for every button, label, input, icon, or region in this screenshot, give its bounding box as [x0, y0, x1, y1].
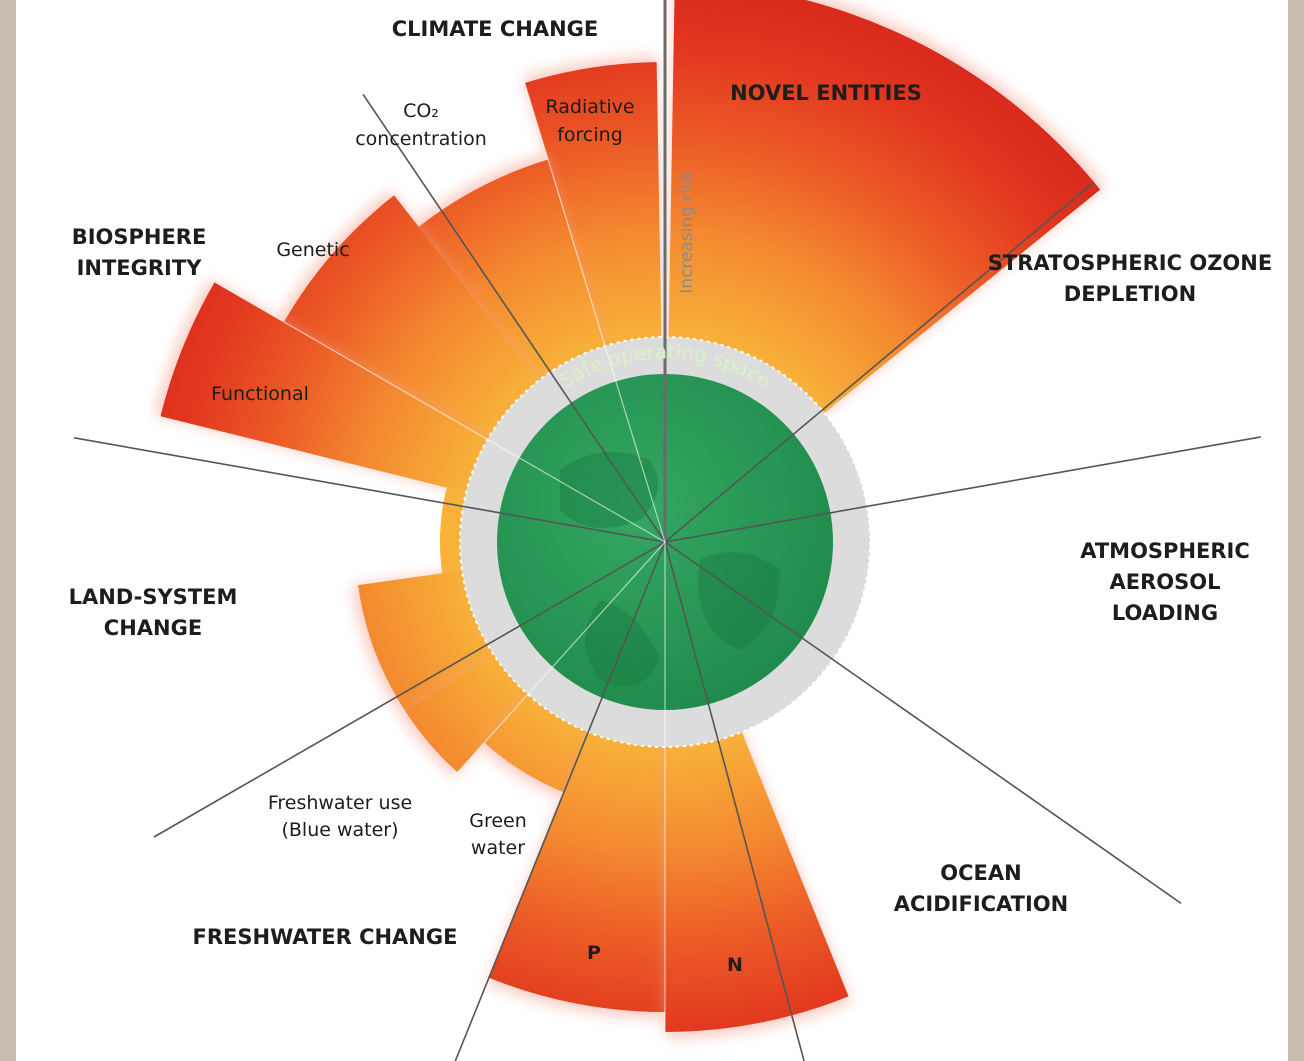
label-climate-change: CLIMATE CHANGE — [392, 17, 599, 41]
label-blue-water-2: (Blue water) — [281, 819, 398, 841]
divider-line-5 — [664, 541, 1182, 905]
label-land-system-1: LAND-SYSTEM — [69, 585, 238, 609]
sub-divider-0 — [500, 6, 666, 543]
divider-line-3 — [454, 541, 666, 1061]
globe-continents — [560, 452, 780, 687]
label-radiative-1: Radiative — [545, 96, 634, 118]
label-aerosol-2: AEROSOL — [1110, 570, 1221, 594]
divider-line-0 — [362, 93, 666, 543]
label-co2-2: concentration — [355, 128, 487, 150]
sub-divider-1 — [179, 261, 666, 543]
label-blue-water-1: Freshwater use — [268, 792, 412, 814]
label-stratospheric-ozone-2: DEPLETION — [1064, 282, 1196, 306]
label-green-water-2: water — [471, 837, 525, 859]
label-radiative-2: forcing — [557, 124, 623, 146]
label-freshwater-change: FRESHWATER CHANGE — [193, 925, 458, 949]
label-nitrogen: N — [727, 954, 743, 976]
label-green-water-1: Green — [469, 810, 527, 832]
divider-line-7 — [664, 181, 1095, 543]
divider-line-1 — [73, 437, 666, 543]
label-stratospheric-ozone-1: STRATOSPHERIC OZONE — [988, 251, 1272, 275]
label-aerosol-1: ATMOSPHERIC — [1080, 539, 1250, 563]
sub-divider-2 — [289, 541, 666, 959]
divider-line-6 — [664, 436, 1261, 543]
label-co2-1: CO₂ — [403, 100, 439, 122]
sector-dividers — [73, 0, 1261, 1061]
label-biosphere-1: BIOSPHERE — [72, 225, 207, 249]
label-biosphere-2: INTEGRITY — [77, 256, 203, 280]
label-functional: Functional — [211, 383, 309, 405]
safe-boundary-dashes — [459, 336, 871, 748]
label-aerosol-3: LOADING — [1112, 601, 1218, 625]
divider-line-2 — [153, 541, 666, 838]
label-ocean-1: OCEAN — [940, 861, 1021, 885]
label-genetic: Genetic — [276, 239, 349, 261]
divider-line-4 — [664, 541, 805, 1061]
increasing-risk-label: Increasing risk — [677, 170, 697, 294]
label-phosphorus: P — [587, 942, 601, 964]
label-ocean-2: ACIDIFICATION — [894, 892, 1068, 916]
label-land-system-2: CHANGE — [104, 616, 202, 640]
label-novel-entities: NOVEL ENTITIES — [730, 81, 922, 105]
